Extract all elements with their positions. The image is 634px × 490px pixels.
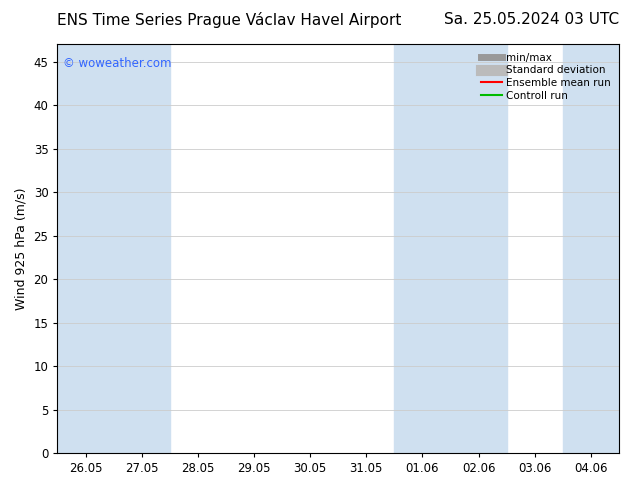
Bar [394, 45, 451, 453]
Bar [563, 45, 619, 453]
Bar [113, 45, 170, 453]
Bar [451, 45, 507, 453]
Y-axis label: Wind 925 hPa (m/s): Wind 925 hPa (m/s) [15, 188, 28, 310]
Text: ENS Time Series Prague Václav Havel Airport: ENS Time Series Prague Václav Havel Airp… [58, 12, 402, 28]
Text: Sa. 25.05.2024 03 UTC: Sa. 25.05.2024 03 UTC [444, 12, 619, 27]
Legend: min/max, Standard deviation, Ensemble mean run, Controll run: min/max, Standard deviation, Ensemble me… [478, 49, 614, 104]
Bar [58, 45, 113, 453]
Text: © woweather.com: © woweather.com [63, 57, 172, 70]
